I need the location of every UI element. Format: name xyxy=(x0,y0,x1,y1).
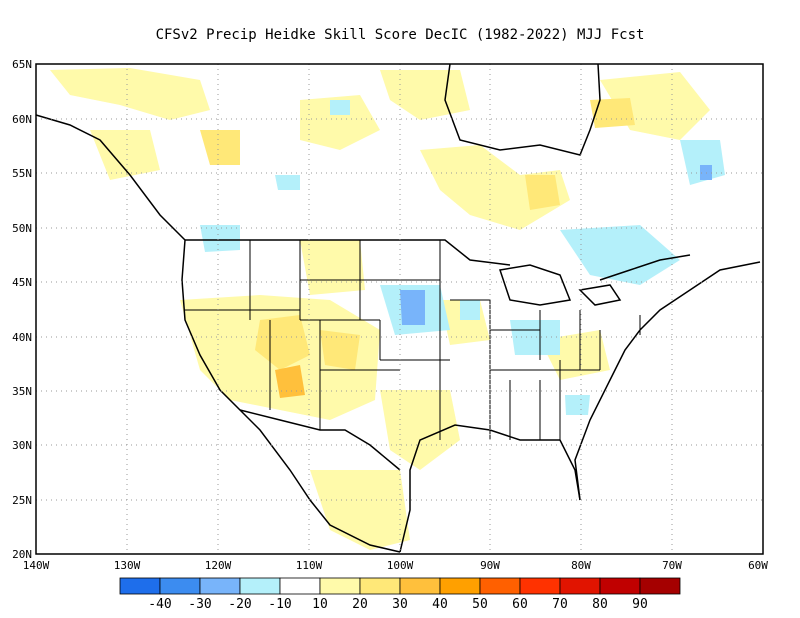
lat-label: 20N xyxy=(12,548,32,561)
lon-label: 130W xyxy=(114,559,141,572)
lat-label: 40N xyxy=(12,331,32,344)
coastlines-and-borders xyxy=(35,63,761,553)
lat-label: 60N xyxy=(12,113,32,126)
lon-label: 100W xyxy=(387,559,414,572)
lat-label: 55N xyxy=(12,167,32,180)
lat-label: 30N xyxy=(12,439,32,452)
plot-frame xyxy=(35,63,764,555)
lat-label: 35N xyxy=(12,385,32,398)
lon-axis: 140W 130W 120W 110W 100W 90W 80W 70W 60W xyxy=(23,559,769,572)
lat-label: 25N xyxy=(12,494,32,507)
lat-label: 45N xyxy=(12,276,32,289)
lon-label: 90W xyxy=(480,559,500,572)
lon-label: 70W xyxy=(662,559,682,572)
lon-label: 120W xyxy=(205,559,232,572)
graticule xyxy=(36,64,763,554)
lon-label: 110W xyxy=(296,559,323,572)
lat-label: 65N xyxy=(12,58,32,71)
skill-shading xyxy=(50,68,725,550)
map-title: CFSv2 Precip Heidke Skill Score DecIC (1… xyxy=(155,27,645,43)
lat-label: 50N xyxy=(12,222,32,235)
lon-label: 80W xyxy=(571,559,591,572)
lat-axis: 65N 60N 55N 50N 45N 40N 35N 30N 25N 20N xyxy=(12,58,32,561)
lon-label: 60W xyxy=(748,559,768,572)
lon-label: 140W xyxy=(23,559,50,572)
